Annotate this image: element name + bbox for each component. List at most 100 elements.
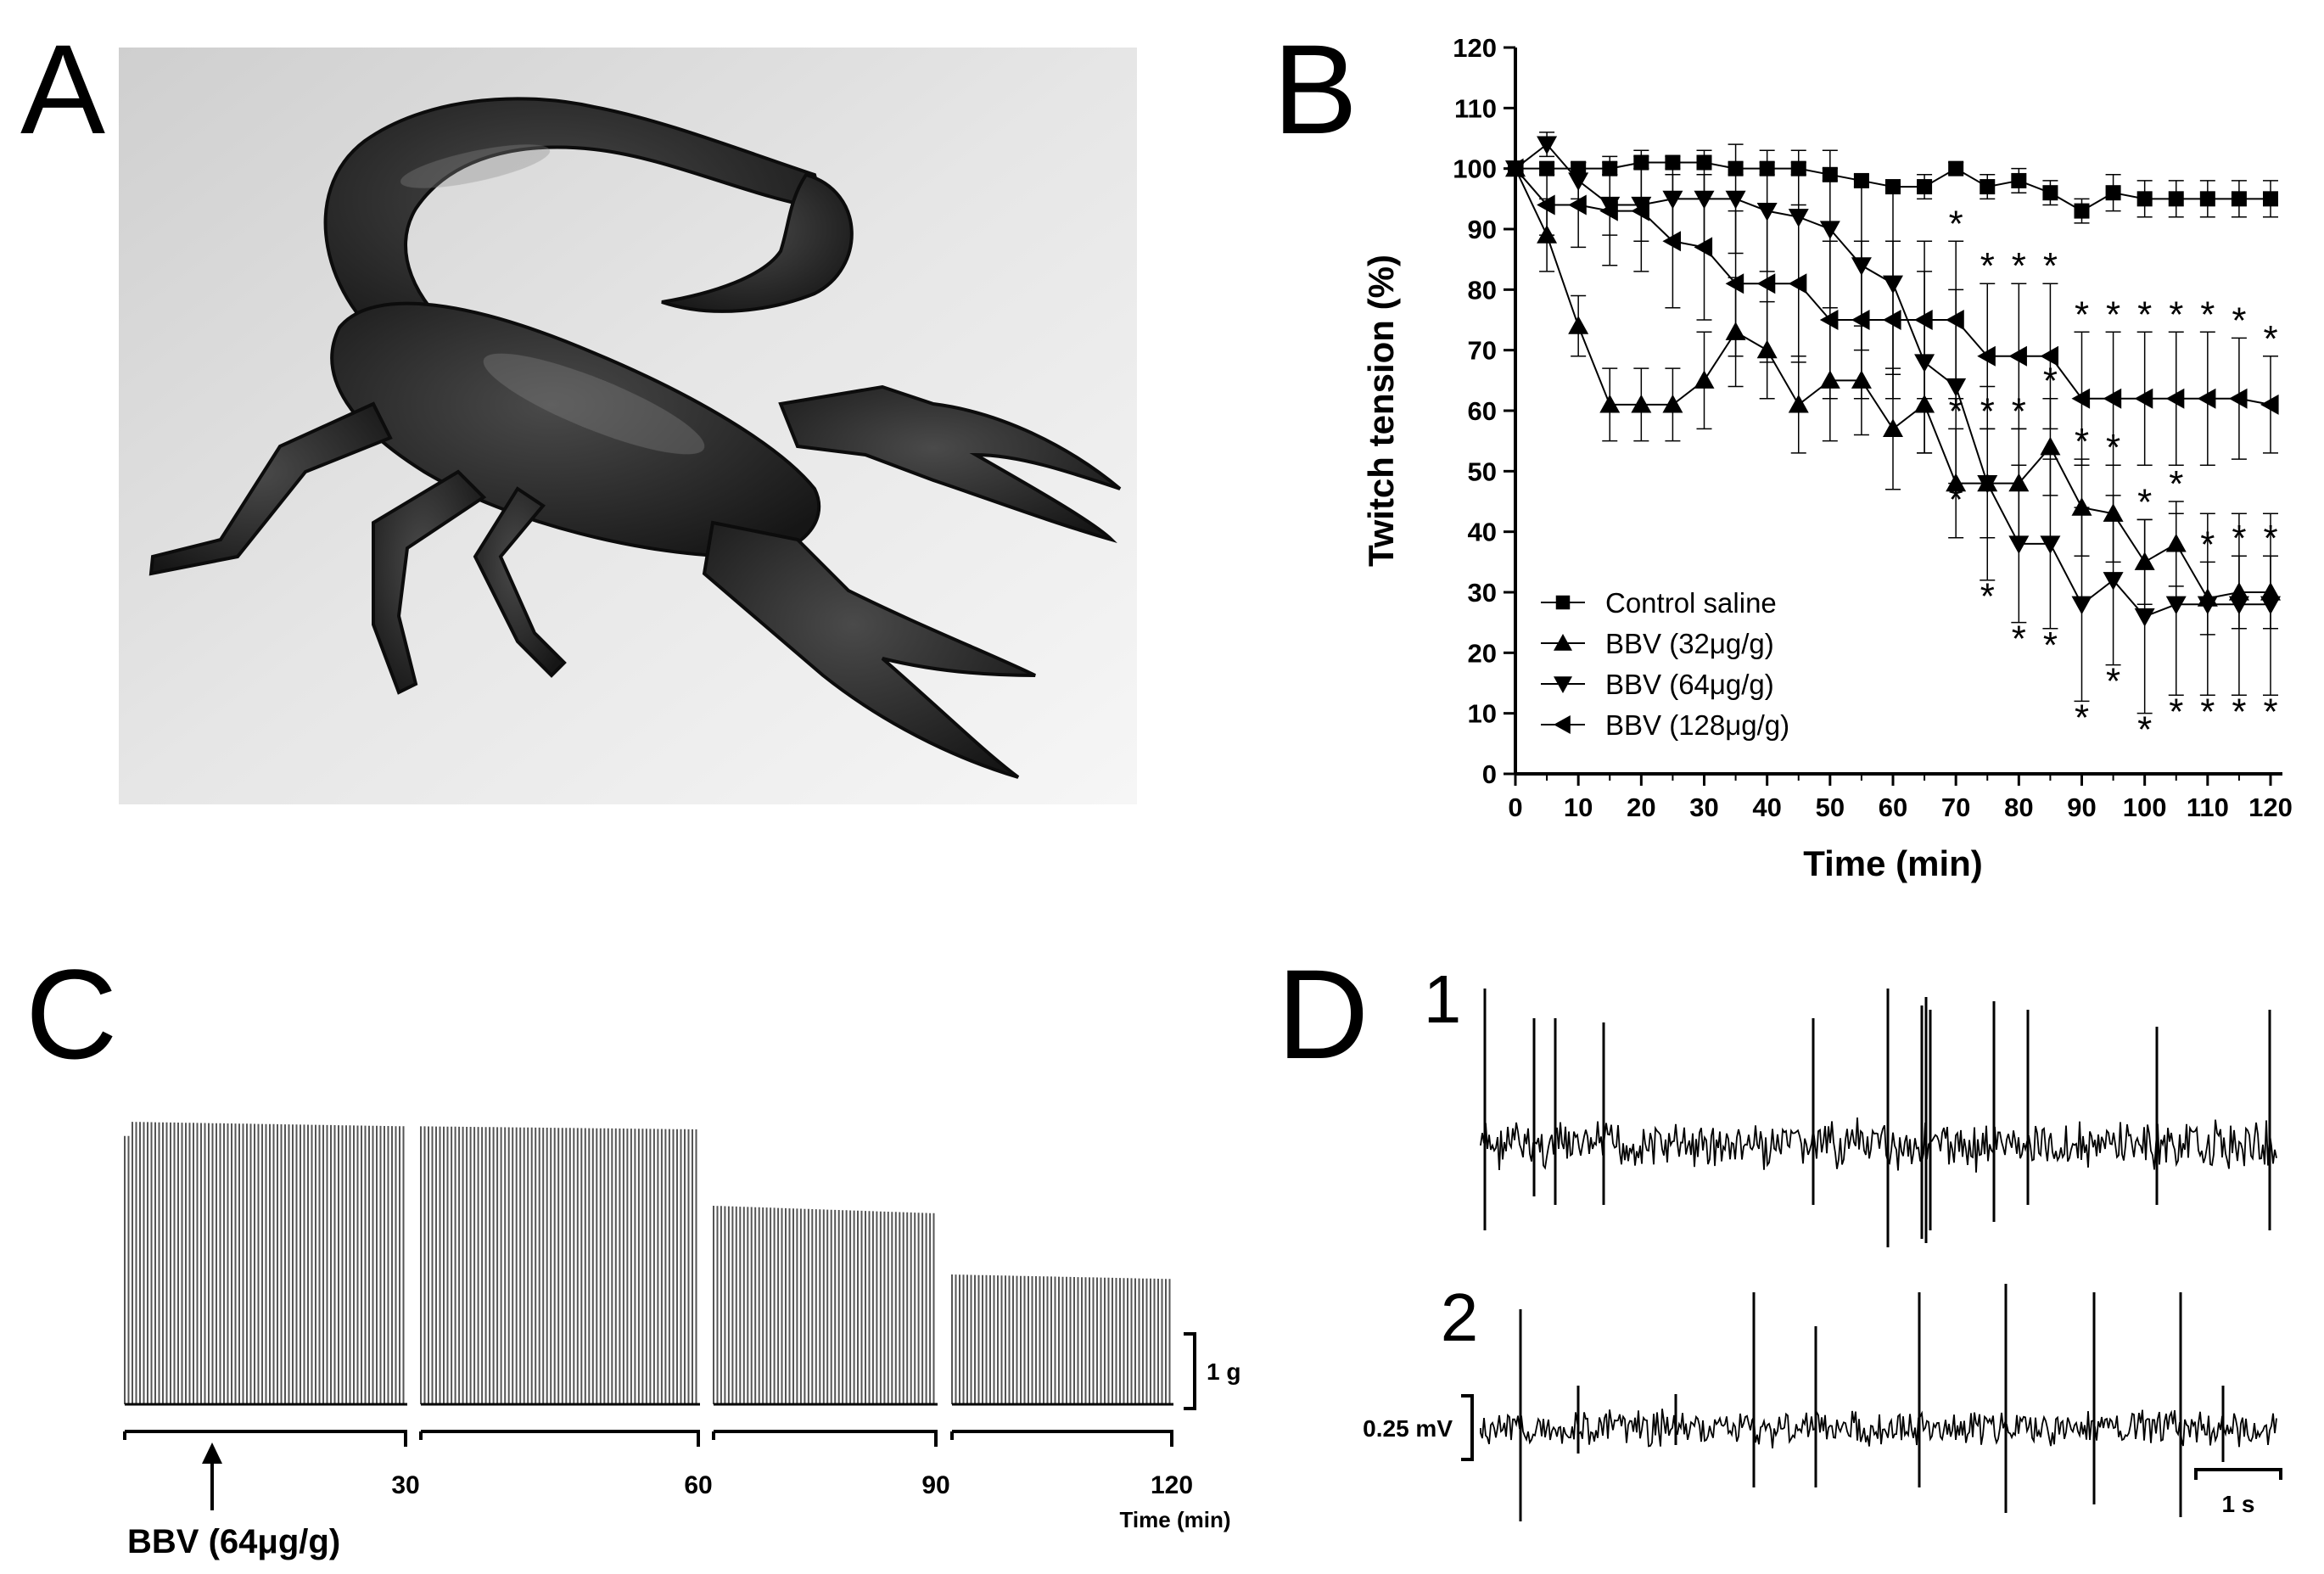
significance-marker: * bbox=[1980, 245, 1995, 287]
x-tick-label: 90 bbox=[2067, 793, 2096, 822]
scorpion-photo bbox=[119, 48, 1137, 804]
data-point bbox=[1819, 310, 1839, 330]
y-tick-label: 50 bbox=[1468, 457, 1497, 486]
voltage-scale-bar bbox=[1461, 1394, 1474, 1461]
data-point bbox=[2008, 345, 2027, 367]
data-point bbox=[1980, 179, 1996, 195]
data-point bbox=[1662, 394, 1683, 413]
data-point bbox=[1537, 194, 1555, 216]
significance-marker: * bbox=[1980, 576, 1995, 618]
data-point bbox=[1568, 194, 1587, 216]
x-tick-label: 110 bbox=[2187, 793, 2229, 822]
data-point bbox=[2105, 185, 2121, 201]
injection-label: BBV (64μg/g) bbox=[127, 1523, 340, 1560]
data-point bbox=[2134, 388, 2153, 409]
significance-marker: * bbox=[2075, 697, 2089, 738]
x-tick-label: 120 bbox=[2248, 793, 2293, 822]
data-point bbox=[1662, 231, 1682, 252]
data-point bbox=[2042, 185, 2058, 201]
data-point bbox=[1948, 160, 1964, 176]
data-point bbox=[1554, 634, 1572, 651]
data-point bbox=[1788, 273, 1807, 294]
data-point bbox=[2071, 497, 2092, 516]
data-point bbox=[1694, 237, 1713, 258]
data-point bbox=[1977, 475, 1998, 494]
legend-label: Control saline bbox=[1605, 587, 1777, 619]
data-point bbox=[2228, 388, 2248, 409]
significance-marker: * bbox=[2200, 691, 2215, 732]
y-tick-label: 120 bbox=[1453, 33, 1497, 63]
data-point bbox=[1554, 676, 1572, 693]
trace-segment-1 bbox=[124, 1122, 407, 1406]
y-tick-label: 60 bbox=[1468, 396, 1497, 426]
significance-marker: * bbox=[2043, 245, 2058, 287]
data-point bbox=[2011, 172, 2027, 188]
data-point bbox=[2103, 572, 2124, 591]
data-point bbox=[2074, 203, 2090, 219]
data-point bbox=[1631, 394, 1652, 413]
data-point bbox=[2197, 388, 2216, 409]
twitch-spikes bbox=[713, 1206, 935, 1404]
legend: Control saline BBV (32μg/g) BBV (64μg/g) BB… bbox=[1541, 587, 1789, 741]
significance-marker: * bbox=[2137, 294, 2152, 335]
data-point bbox=[2260, 394, 2279, 415]
x-tick-label: 40 bbox=[1752, 793, 1781, 822]
data-point bbox=[1694, 370, 1715, 389]
trace-1-label: 1 bbox=[1424, 961, 1462, 1037]
significance-marker: * bbox=[2169, 294, 2183, 335]
legend-label: BBV (64μg/g) bbox=[1605, 669, 1774, 700]
data-point bbox=[2165, 388, 2185, 409]
data-point bbox=[1725, 273, 1744, 294]
y-tick-label: 20 bbox=[1468, 638, 1497, 668]
data-point bbox=[1756, 273, 1776, 294]
x-tick-label: 50 bbox=[1816, 793, 1845, 822]
significance-marker: * bbox=[2232, 300, 2246, 341]
significance-marker: * bbox=[2075, 294, 2089, 335]
panel-b-letter: B bbox=[1273, 18, 1358, 160]
data-point bbox=[1725, 190, 1746, 210]
data-point bbox=[1917, 179, 1933, 195]
x-tick-label: 80 bbox=[2004, 793, 2033, 822]
voltage-scale-label: 0.25 mV bbox=[1363, 1415, 1453, 1442]
time-label: 120 bbox=[1151, 1471, 1193, 1499]
data-point bbox=[1554, 715, 1571, 734]
scale-bar bbox=[1184, 1332, 1196, 1410]
panel-a-letter: A bbox=[20, 18, 106, 160]
data-point bbox=[1599, 394, 1621, 413]
time-label: 90 bbox=[921, 1471, 949, 1499]
y-tick-label: 70 bbox=[1468, 336, 1497, 366]
x-tick-label: 70 bbox=[1941, 793, 1970, 822]
x-tick-label: 0 bbox=[1508, 793, 1522, 822]
data-point bbox=[2103, 388, 2122, 409]
significance-marker: * bbox=[2043, 625, 2058, 666]
data-point bbox=[1631, 200, 1649, 221]
data-point bbox=[1819, 221, 1840, 239]
y-tick-label: 0 bbox=[1482, 759, 1497, 789]
significance-marker: * bbox=[2137, 481, 2152, 523]
significance-marker: * bbox=[2169, 691, 2183, 732]
significance-marker: * bbox=[2012, 245, 2026, 287]
time-bracket bbox=[952, 1430, 1173, 1447]
data-point bbox=[1914, 310, 1933, 330]
x-tick-label: 10 bbox=[1564, 793, 1593, 822]
time-bracket bbox=[714, 1430, 938, 1447]
trace-2-label: 2 bbox=[1441, 1280, 1479, 1355]
data-point bbox=[2071, 596, 2092, 615]
panel-c-letter: C bbox=[25, 943, 118, 1085]
twitch-spikes bbox=[951, 1274, 1171, 1404]
significance-marker: * bbox=[2232, 691, 2246, 732]
significance-marker: * bbox=[1949, 203, 1963, 244]
data-point bbox=[2165, 596, 2187, 615]
data-point bbox=[1883, 418, 1903, 437]
y-tick-label: 100 bbox=[1453, 154, 1497, 184]
twitch-tension-chart: 0 10 20 30 40 50 60 70 80 90 100 110 120 0 10 20 30 40 50 6… bbox=[1361, 33, 2293, 883]
x-tick-label: 60 bbox=[1879, 793, 1907, 822]
y-tick-label: 30 bbox=[1468, 578, 1497, 608]
trace-segment-2 bbox=[420, 1126, 700, 1406]
data-point bbox=[2134, 608, 2155, 627]
time-bracket bbox=[421, 1430, 700, 1447]
y-tick-label: 90 bbox=[1468, 215, 1497, 244]
data-point bbox=[1885, 179, 1901, 195]
trace-2 bbox=[1480, 1284, 2277, 1521]
series-4: * * * * * * * * * * * bbox=[1505, 149, 2279, 466]
